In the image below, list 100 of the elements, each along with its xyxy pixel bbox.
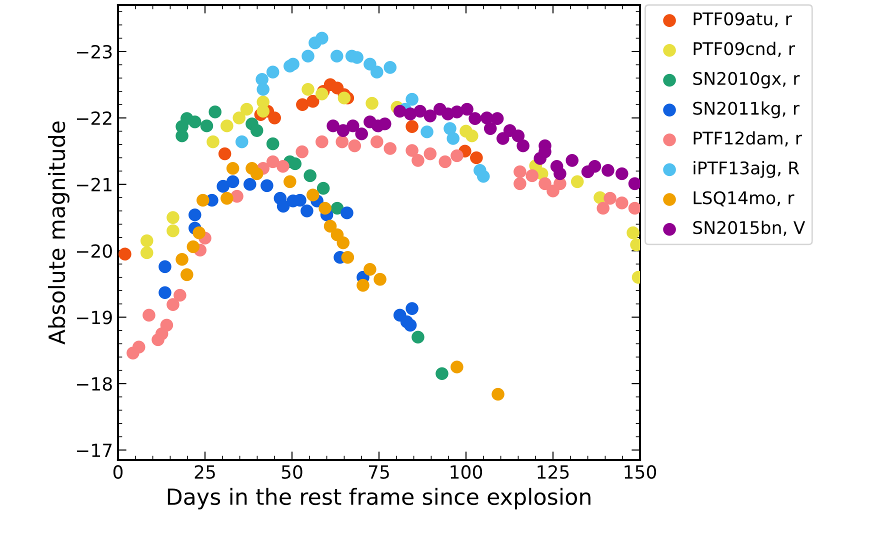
point: [296, 145, 308, 158]
point: [602, 164, 614, 177]
point: [330, 50, 344, 63]
point: [466, 129, 478, 142]
point: [450, 149, 464, 162]
point: [240, 102, 254, 116]
point: [226, 175, 240, 188]
point: [628, 177, 640, 190]
point: [132, 340, 146, 354]
y-tick-label: −21: [76, 178, 112, 192]
point: [514, 177, 526, 190]
point: [336, 236, 350, 250]
point: [260, 179, 274, 192]
point: [346, 119, 360, 132]
y-tick-label: −19: [76, 310, 112, 324]
point: [268, 112, 281, 124]
y-tick-label: −18: [76, 377, 112, 391]
point: [570, 175, 584, 188]
point: [284, 175, 296, 188]
y-axis-title: Absolute magnitude: [48, 121, 70, 345]
point: [286, 58, 300, 71]
point: [140, 246, 154, 260]
point: [192, 226, 206, 240]
point: [468, 112, 482, 125]
x-axis-title: Days in the rest frame since explosion: [168, 488, 590, 510]
point: [370, 135, 384, 148]
point: [306, 188, 320, 202]
point: [196, 194, 210, 207]
point: [220, 192, 234, 205]
point: [404, 318, 417, 332]
point: [406, 92, 418, 106]
point: [326, 119, 340, 132]
point: [374, 272, 386, 286]
point: [412, 154, 424, 167]
point: [484, 122, 497, 135]
x-tick-label: 50: [282, 465, 302, 479]
point: [450, 360, 464, 374]
point: [166, 298, 180, 311]
point: [420, 125, 434, 138]
legend-label: SN2015bn, V: [693, 220, 806, 236]
point: [393, 104, 406, 118]
point: [180, 268, 194, 282]
x-tick-label: 0: [113, 465, 123, 479]
point: [384, 61, 397, 74]
point: [296, 98, 309, 112]
point: [384, 142, 397, 155]
point: [341, 251, 354, 264]
point: [355, 127, 368, 140]
point: [250, 124, 264, 137]
point: [140, 234, 154, 248]
point: [176, 253, 188, 266]
point: [316, 135, 328, 148]
point: [596, 202, 610, 215]
y-tick-label: −17: [76, 444, 112, 457]
point: [460, 102, 474, 116]
y-tick-label: −23: [76, 44, 112, 59]
point: [616, 167, 628, 180]
point: [477, 170, 490, 183]
point: [318, 202, 332, 215]
point: [288, 157, 302, 170]
point: [496, 132, 510, 145]
point: [216, 180, 230, 193]
point: [492, 388, 504, 401]
point: [266, 137, 280, 150]
legend-label: PTF09atu, r: [694, 12, 792, 28]
point: [174, 288, 186, 302]
point: [616, 196, 628, 210]
point: [514, 165, 526, 178]
legend-label: PTF12dam, r: [694, 131, 802, 146]
point: [626, 226, 640, 240]
point: [356, 278, 370, 292]
point: [200, 119, 214, 132]
point: [256, 82, 270, 96]
legend-label: iPTF13ajg, R: [694, 161, 800, 178]
legend-label: LSQ14mo, r: [694, 191, 794, 206]
point: [243, 178, 256, 191]
point: [208, 106, 222, 118]
point: [340, 206, 354, 220]
point: [538, 177, 552, 190]
point: [276, 200, 290, 213]
legend-label: SN2010gx, r: [693, 72, 800, 88]
point: [306, 94, 320, 108]
point: [470, 151, 483, 164]
point: [218, 147, 232, 160]
point: [158, 286, 172, 300]
point: [235, 135, 248, 148]
point: [516, 139, 530, 152]
point: [338, 92, 351, 104]
point: [446, 132, 460, 145]
point: [526, 169, 539, 182]
point: [414, 104, 426, 118]
point: [188, 208, 202, 222]
point: [438, 155, 452, 168]
point: [316, 182, 330, 195]
point: [406, 120, 418, 133]
x-tick-label: 75: [368, 465, 389, 479]
point: [364, 58, 376, 71]
point: [266, 66, 280, 78]
point: [364, 262, 376, 276]
point: [412, 330, 424, 344]
